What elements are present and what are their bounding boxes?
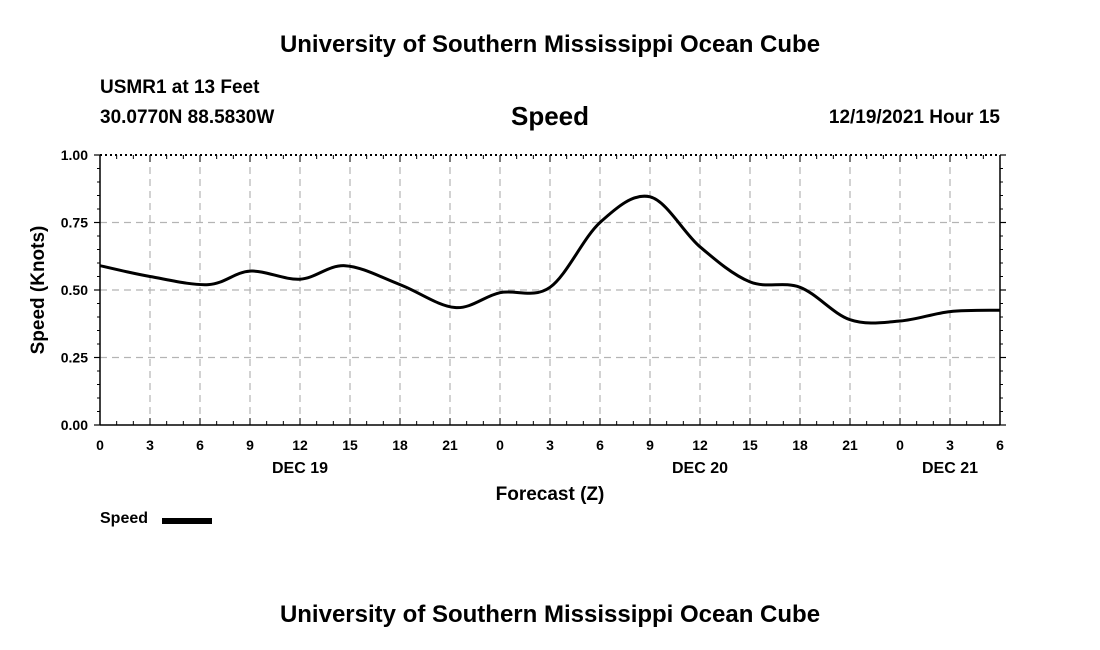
legend-label: Speed [100,510,149,527]
x-tick-label: 6 [996,437,1004,453]
day-label: DEC 19 [272,460,328,477]
day-label: DEC 21 [922,460,978,477]
x-tick-label: 6 [596,437,604,453]
x-tick-label: 3 [146,437,154,453]
legend-line-swatch [162,518,212,524]
x-tick-label: 21 [442,437,458,453]
station-coordinates: 30.0770N 88.5830W [100,107,275,128]
page-title: University of Southern Mississippi Ocean… [279,31,821,58]
x-tick-label: 3 [546,437,554,453]
x-tick-label: 12 [692,437,708,453]
x-tick-label: 9 [646,437,654,453]
speed-chart: 0 3 6 9 12 15 18 21 0 3 6 9 12 15 18 21 0 3 6 0.00 0.25 0.50 0… [28,147,1006,505]
x-tick-label: 15 [342,437,358,453]
station-label: USMR1 at 13 Feet [100,77,260,98]
day-label: DEC 20 [672,460,728,477]
x-tick-label: 0 [896,437,904,453]
y-tick-label: 0.75 [61,215,88,231]
y-tick-label: 0.50 [61,282,88,298]
y-tick-label: 0.00 [61,417,88,433]
x-tick-label: 0 [496,437,504,453]
y-tick-label: 0.25 [61,350,88,366]
x-tick-label: 3 [946,437,954,453]
y-axis-title: Speed (Knots) [28,226,49,355]
x-axis-title: Forecast (Z) [496,484,605,505]
x-tick-label: 12 [292,437,308,453]
footer-title: University of Southern Mississippi Ocean… [279,601,821,628]
x-tick-label: 18 [792,437,808,453]
x-tick-label: 6 [196,437,204,453]
x-tick-label: 21 [842,437,858,453]
x-tick-label: 18 [392,437,408,453]
y-tick-label: 1.00 [61,147,88,163]
x-tick-label: 15 [742,437,758,453]
x-tick-label: 9 [246,437,254,453]
chart-title: Speed [510,101,590,131]
series-line-speed [99,194,1001,325]
forecast-datetime: 12/19/2021 Hour 15 [828,107,1000,128]
x-tick-label: 0 [96,437,104,453]
